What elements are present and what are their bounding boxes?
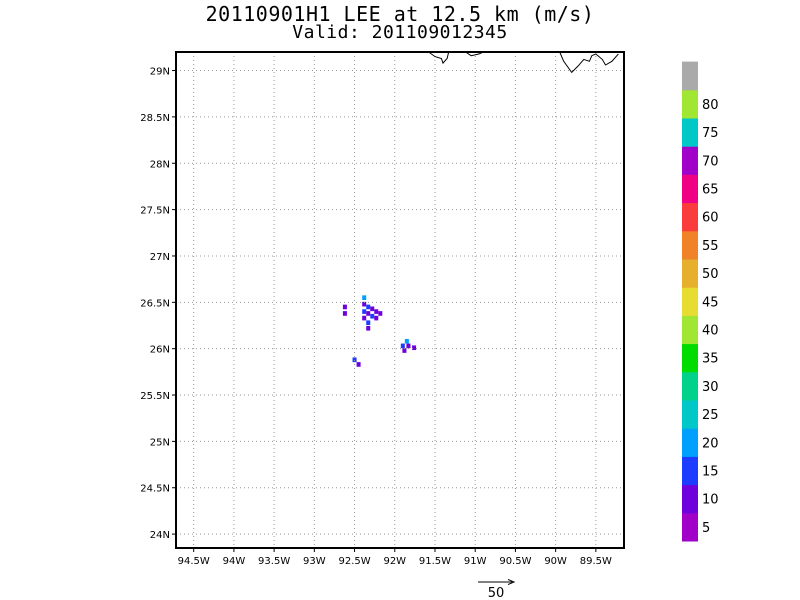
colorbar: 5 10 15 20 25 30 35 40 45 50 55 60 65 70 75 80	[682, 61, 719, 542]
y-axis: 24N 24.5N 25N 25.5N 26N 26.5N 27N 27.5N 28N 28.5N…	[140, 67, 176, 541]
wind-cell	[366, 311, 371, 316]
coastline	[559, 51, 619, 74]
x-tick-label: 92W	[383, 556, 406, 567]
colorbar-label: 35	[702, 352, 719, 367]
wind-cell	[400, 343, 405, 349]
plot-frame	[175, 51, 625, 549]
wind-cell	[352, 357, 357, 363]
colorbar-swatch	[682, 400, 698, 429]
colorbar-label: 65	[702, 183, 719, 198]
colorbar-label: 45	[702, 295, 719, 310]
wind-cell	[362, 315, 367, 321]
colorbar-label: 25	[702, 408, 719, 423]
wind-cell	[402, 348, 407, 353]
y-tick-label: 26.5N	[140, 298, 170, 309]
colorbar-swatch	[682, 428, 698, 457]
colorbar-swatch	[682, 174, 698, 204]
wind-cell	[362, 301, 367, 307]
colorbar-label: 50	[702, 267, 719, 282]
y-tick-label: 28.5N	[140, 113, 170, 124]
x-tick-label: 90W	[544, 556, 567, 567]
wind-cell	[374, 309, 379, 314]
chart-subtitle: Valid: 201109012345	[292, 22, 508, 43]
wind-cell	[362, 309, 367, 314]
wind-field-layer	[342, 295, 417, 367]
x-tick-label: 93.5W	[258, 556, 290, 567]
colorbar-label: 55	[702, 239, 719, 254]
colorbar-swatch	[682, 287, 698, 316]
colorbar-swatch	[682, 230, 698, 260]
x-tick-label: 91W	[464, 556, 487, 567]
wind-cell	[342, 304, 347, 310]
reference-vector: 50	[478, 579, 516, 600]
wind-cell	[366, 320, 371, 326]
y-tick-label: 27N	[150, 252, 170, 263]
y-tick-label: 28N	[150, 159, 170, 170]
y-tick-label: 26N	[150, 345, 170, 356]
colorbar-label: 20	[702, 436, 719, 451]
wind-cell	[370, 313, 375, 319]
wind-cell	[342, 311, 347, 316]
reference-vector-label: 50	[488, 586, 505, 600]
colorbar-label: 70	[702, 154, 719, 169]
colorbar-swatch	[682, 118, 698, 147]
x-tick-label: 91.5W	[419, 556, 451, 567]
wind-cell	[378, 311, 383, 316]
coastline	[428, 51, 450, 65]
colorbar-swatch	[682, 456, 698, 486]
colorbar-swatch	[682, 259, 698, 288]
colorbar-swatch	[682, 343, 698, 373]
colorbar-label: 15	[702, 465, 719, 480]
colorbar-label: 10	[702, 493, 719, 508]
x-tick-label: 94W	[223, 556, 246, 567]
colorbar-label: 5	[702, 521, 710, 536]
coastline-layer	[428, 51, 619, 74]
x-tick-label: 92.5W	[338, 556, 370, 567]
colorbar-label: 40	[702, 324, 719, 339]
colorbar-swatch	[682, 202, 698, 232]
colorbar-swatch	[682, 371, 698, 401]
x-tick-label: 90.5W	[499, 556, 531, 567]
colorbar-swatch	[682, 484, 698, 514]
wind-cell	[366, 304, 371, 310]
wind-cell	[362, 295, 367, 300]
wind-cell	[374, 315, 379, 321]
x-axis: 94.5W 94W 93.5W 93W 92.5W 92W 91.5W 91W 90.5W 90W…	[178, 548, 612, 567]
y-tick-label: 24N	[150, 530, 170, 541]
x-tick-label: 89.5W	[580, 556, 612, 567]
reference-arrow-head	[507, 579, 516, 585]
wind-cell	[356, 362, 361, 367]
wind-cell	[366, 325, 371, 331]
colorbar-label: 75	[702, 126, 719, 141]
gridlines	[176, 52, 624, 548]
colorbar-swatch	[682, 512, 698, 542]
y-tick-label: 29N	[150, 67, 170, 78]
y-tick-label: 25N	[150, 437, 170, 448]
colorbar-swatch	[682, 89, 698, 119]
chart-title: 20110901H1 LEE at 12.5 km (m/s)	[205, 2, 595, 26]
colorbar-swatch	[682, 61, 698, 91]
colorbar-swatch	[682, 315, 698, 345]
wind-cell	[406, 343, 411, 349]
x-tick-label: 94.5W	[178, 556, 210, 567]
y-tick-label: 24.5N	[140, 484, 170, 495]
wind-cell	[370, 306, 375, 312]
wind-cell	[404, 338, 409, 344]
colorbar-label: 80	[702, 98, 719, 113]
colorbar-swatch	[682, 146, 698, 175]
y-tick-label: 25.5N	[140, 391, 170, 402]
colorbar-label: 30	[702, 380, 719, 395]
x-tick-label: 93W	[303, 556, 326, 567]
wind-cell	[412, 345, 417, 351]
colorbar-label: 60	[702, 211, 719, 226]
y-tick-label: 27.5N	[140, 206, 170, 217]
